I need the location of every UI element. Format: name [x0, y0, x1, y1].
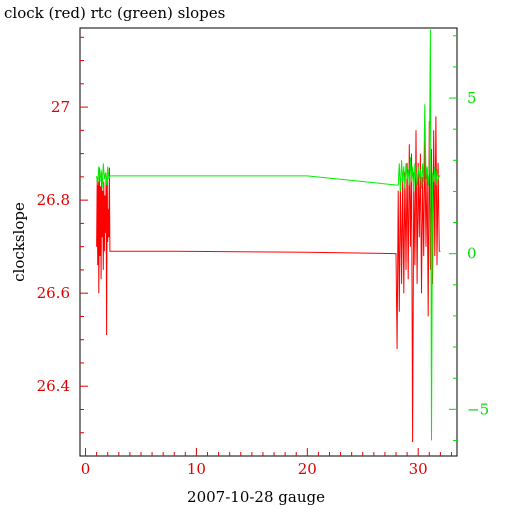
series-layer [96, 29, 441, 443]
y-left-tick-label: 26.6 [37, 284, 70, 302]
y-right-tick-label: −5 [467, 400, 489, 418]
y-left-tick-label: 26.4 [37, 377, 70, 395]
y-axis-label: clockslope [10, 202, 28, 282]
x-tick-label: 30 [409, 460, 428, 478]
chart-title: clock (red) rtc (green) slopes [4, 4, 225, 22]
x-tick-label: 10 [187, 460, 206, 478]
y-right-tick-label: 0 [467, 245, 477, 263]
plot-frame [79, 27, 458, 457]
x-tick-label: 0 [81, 460, 91, 478]
x-axis-label: 2007-10-28 gauge [187, 488, 325, 506]
y-right-tick-label: 5 [467, 89, 477, 107]
series-rtc-line [96, 29, 441, 441]
x-tick-label: 20 [298, 460, 317, 478]
ticks-layer: 0 10 20 30 26.4 26.6 26.8 27 −5 0 5 [37, 35, 489, 478]
y-left-tick-label: 26.8 [37, 191, 70, 209]
series-clock-line [96, 116, 441, 443]
y-left-tick-label: 27 [51, 98, 70, 116]
